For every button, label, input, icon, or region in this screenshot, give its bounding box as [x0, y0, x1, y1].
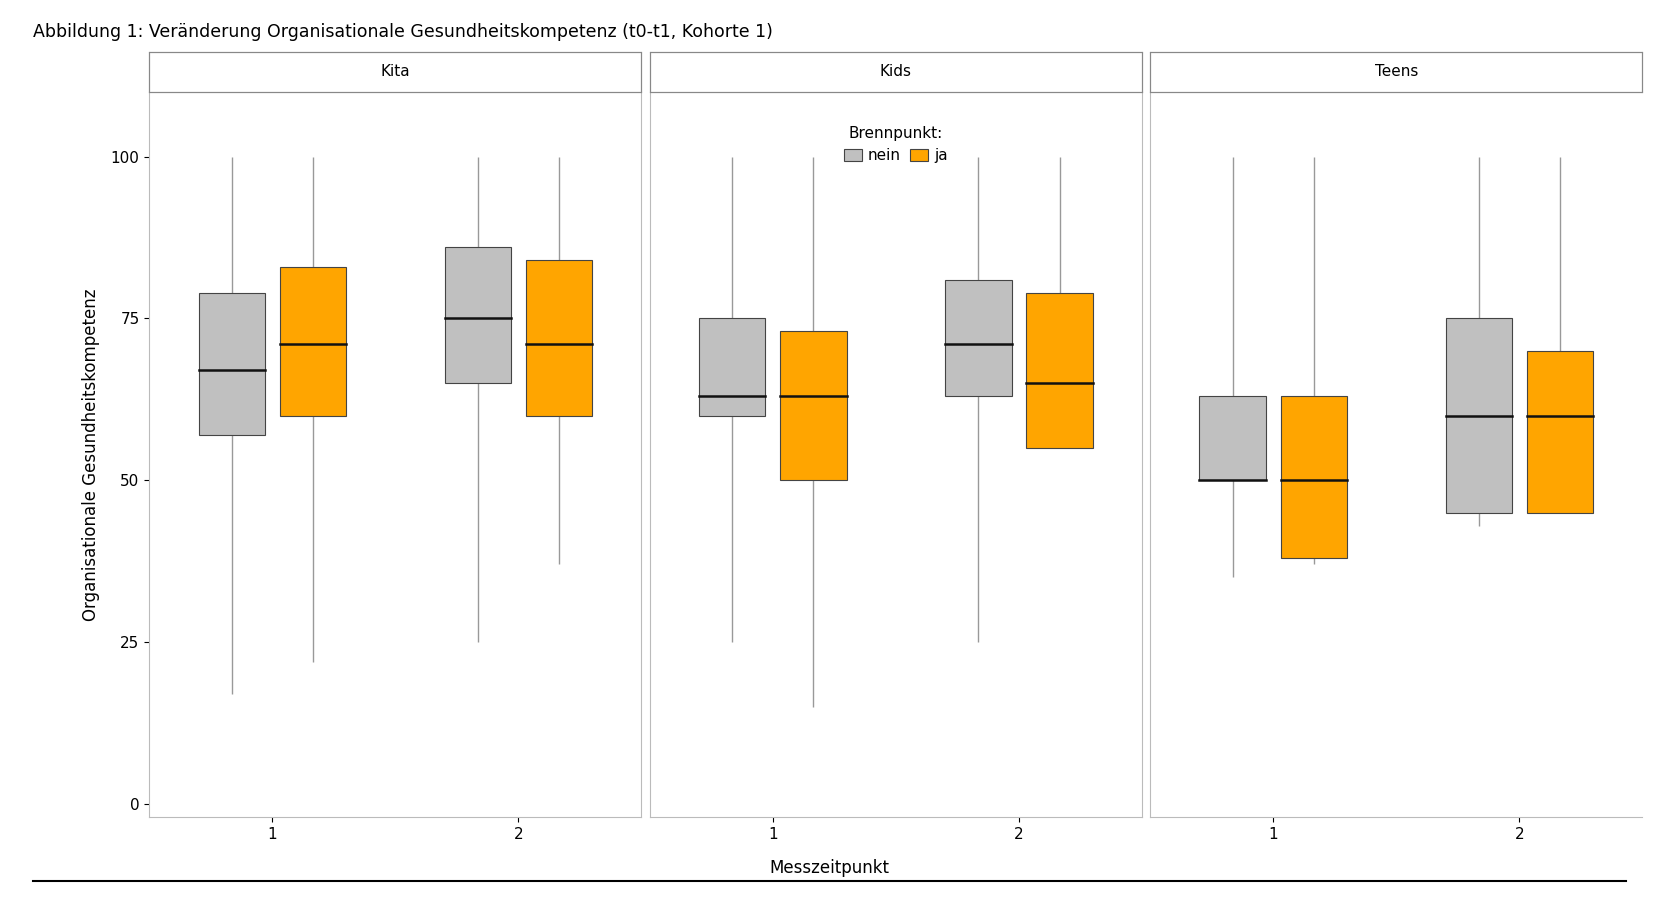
Text: Abbildung 1: Veränderung Organisationale Gesundheitskompetenz (t0-t1, Kohorte 1): Abbildung 1: Veränderung Organisationale…	[33, 23, 773, 41]
Legend: nein, ja: nein, ja	[839, 121, 952, 168]
FancyBboxPatch shape	[1150, 52, 1642, 92]
Bar	[946, 280, 1012, 397]
Bar	[1199, 397, 1266, 480]
Bar	[1445, 319, 1511, 512]
FancyBboxPatch shape	[149, 52, 642, 92]
Bar	[1027, 293, 1093, 448]
Bar	[199, 293, 265, 435]
Text: Kita: Kita	[380, 64, 410, 79]
Bar	[780, 331, 846, 480]
Bar	[1281, 397, 1347, 558]
Text: Messzeitpunkt: Messzeitpunkt	[770, 858, 889, 877]
Text: Teens: Teens	[1375, 64, 1418, 79]
Text: Kids: Kids	[879, 64, 912, 79]
Bar	[526, 260, 592, 416]
Bar	[1526, 351, 1593, 512]
Bar	[445, 247, 511, 383]
Bar	[698, 319, 765, 416]
Bar	[280, 266, 347, 416]
FancyBboxPatch shape	[650, 52, 1141, 92]
Y-axis label: Organisationale Gesundheitskompetenz: Organisationale Gesundheitskompetenz	[81, 288, 100, 621]
